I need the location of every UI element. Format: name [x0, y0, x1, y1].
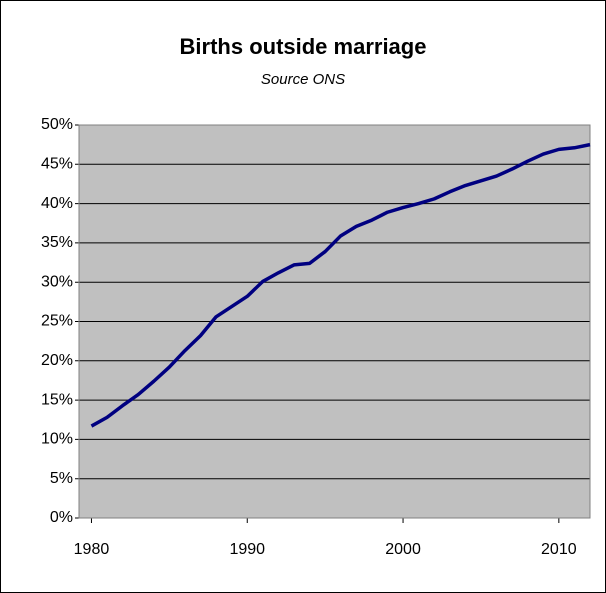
y-tick-label: 35% [41, 234, 73, 251]
y-tick-label: 5% [50, 470, 73, 487]
x-tick-label: 2010 [541, 541, 577, 558]
y-tick-label: 0% [50, 509, 73, 526]
y-tick-label: 15% [41, 391, 73, 408]
x-tick-label: 1980 [74, 541, 110, 558]
x-tick-label: 2000 [385, 541, 421, 558]
data-line [90, 142, 591, 428]
y-tick-label: 30% [41, 273, 73, 290]
chart-subtitle: Source ONS [261, 71, 345, 88]
chart-title: Births outside marriage [180, 34, 427, 59]
y-tick-label: 25% [41, 313, 73, 330]
y-tick-label: 40% [41, 195, 73, 212]
x-tick-label: 1990 [229, 541, 265, 558]
y-tick-label: 50% [41, 116, 73, 133]
plot-border [78, 124, 591, 519]
y-tick-label: 20% [41, 352, 73, 369]
y-tick-label: 45% [41, 156, 73, 173]
y-tick-label: 10% [41, 431, 73, 448]
